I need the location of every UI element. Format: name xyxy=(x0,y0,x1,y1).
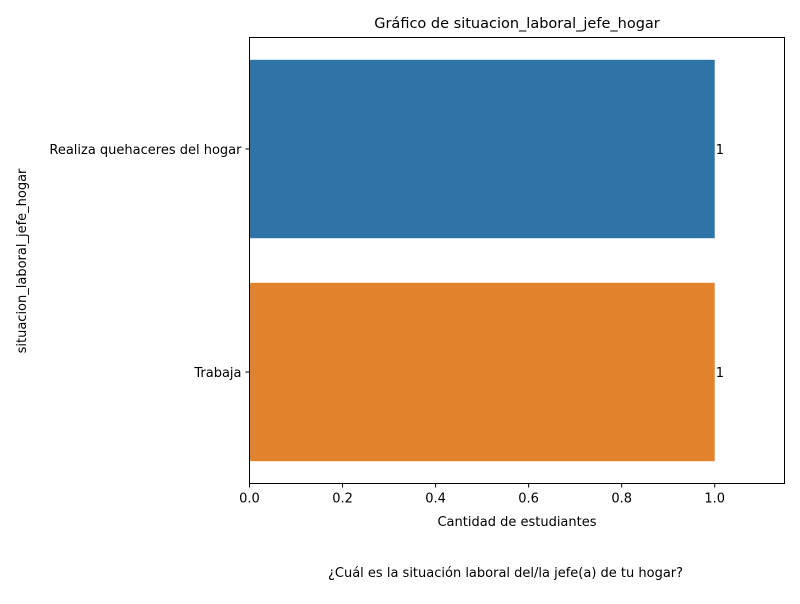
x-tick-label: 1.0 xyxy=(704,492,725,507)
x-tick-label: 0.4 xyxy=(425,492,446,507)
x-tick-label: 0.8 xyxy=(611,492,632,507)
y-tick-label: Realiza quehaceres del hogar xyxy=(49,143,242,158)
chart-caption: ¿Cuál es la situación laboral del/la jef… xyxy=(328,566,684,581)
x-tick-label: 0.6 xyxy=(518,492,539,507)
bar xyxy=(249,282,715,462)
axis-layer: Realiza quehaceres del hogar Trabaja 0.0 0.… xyxy=(49,143,725,507)
chart-title: Gráfico de situacion_laboral_jefe_hogar xyxy=(374,16,660,32)
y-axis-label: situacion_laboral_jefe_hogar xyxy=(15,168,30,353)
y-tick-label: Trabaja xyxy=(193,366,241,381)
plot-frame xyxy=(249,37,785,484)
x-tick-label: 0.2 xyxy=(332,492,353,507)
x-tick-label: 0.0 xyxy=(239,492,260,507)
x-axis-label: Cantidad de estudiantes xyxy=(437,515,596,530)
bar-data-label: 1 xyxy=(716,143,724,158)
bar xyxy=(249,59,715,239)
bar-data-label: 1 xyxy=(716,366,724,381)
bars-layer: 11 xyxy=(249,59,724,462)
